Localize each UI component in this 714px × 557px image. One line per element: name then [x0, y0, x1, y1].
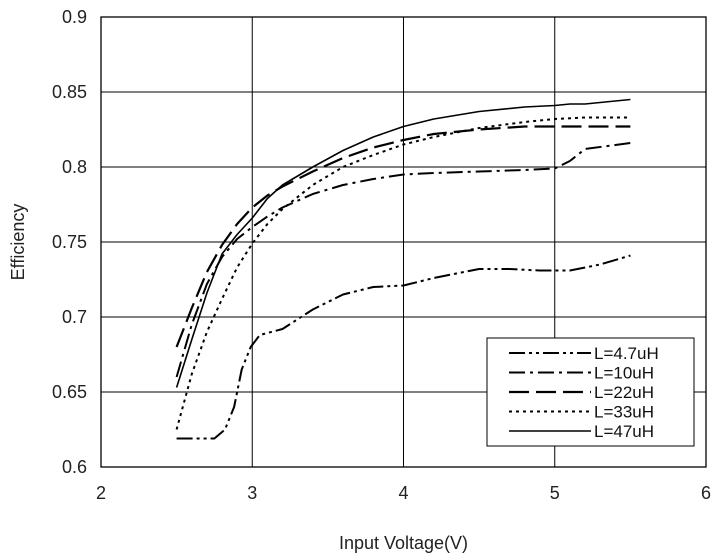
y-tick-label: 0.65 — [52, 382, 87, 402]
x-tick-label: 3 — [247, 483, 257, 503]
x-tick-label: 6 — [701, 483, 711, 503]
x-tick-label: 4 — [398, 483, 408, 503]
y-tick-label: 0.9 — [62, 7, 87, 27]
legend-label-2: L=22uH — [594, 383, 654, 402]
legend-label-4: L=47uH — [594, 422, 654, 441]
x-tick-label: 5 — [550, 483, 560, 503]
y-tick-label: 0.8 — [62, 157, 87, 177]
y-tick-label: 0.75 — [52, 232, 87, 252]
legend-label-0: L=4.7uH — [594, 344, 659, 363]
x-tick-labels: 2 3 4 5 6 — [96, 483, 711, 503]
legend-label-3: L=33uH — [594, 403, 654, 422]
y-tick-labels: 0.6 0.65 0.7 0.75 0.8 0.85 0.9 — [52, 7, 87, 477]
y-tick-label: 0.85 — [52, 82, 87, 102]
y-tick-label: 0.7 — [62, 307, 87, 327]
y-tick-label: 0.6 — [62, 457, 87, 477]
y-axis-title: Efficiency — [8, 204, 28, 281]
x-tick-label: 2 — [96, 483, 106, 503]
legend-label-1: L=10uH — [594, 364, 654, 383]
x-axis-title: Input Voltage(V) — [339, 533, 468, 553]
